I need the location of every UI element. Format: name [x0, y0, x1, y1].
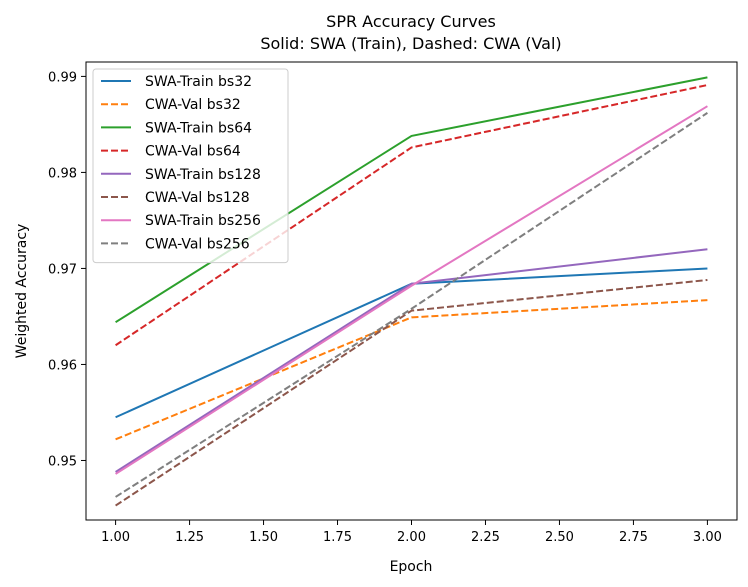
legend-label: CWA-Val bs128 — [145, 190, 250, 206]
legend-label: CWA-Val bs256 — [145, 236, 250, 252]
series-line-2 — [115, 299, 708, 441]
x-tick-label: 2.50 — [545, 530, 574, 545]
x-tick-label: 3.00 — [693, 530, 722, 545]
y-axis-label: Weighted Accuracy — [14, 224, 30, 359]
y-tick-label: 0.97 — [48, 262, 77, 277]
legend-box — [92, 68, 289, 264]
legend-label: SWA-Train bs256 — [145, 213, 261, 229]
y-tick-label: 0.99 — [48, 70, 77, 85]
series-line-7 — [115, 105, 708, 475]
plot-area: 1.00 1.25 1.50 1.75 2.00 2.25 2.50 2.75 3.00 0.95… — [48, 61, 738, 545]
legend-label: SWA-Train bs32 — [145, 74, 252, 90]
chart-title: SPR Accuracy Curves — [326, 12, 496, 31]
x-tick-label: 1.25 — [175, 530, 204, 545]
x-tick-label: 2.25 — [471, 530, 500, 545]
y-tick-label: 0.96 — [48, 358, 77, 373]
x-tick-label: 2.00 — [397, 530, 426, 545]
chart-subtitle: Solid: SWA (Train), Dashed: CWA (Val) — [260, 34, 561, 53]
series-line-8 — [115, 112, 708, 498]
series-line-6 — [115, 278, 708, 507]
x-axis-label: Epoch — [390, 559, 433, 575]
x-tick-label: 1.50 — [249, 530, 278, 545]
y-tick-label: 0.95 — [48, 454, 77, 469]
legend-label: SWA-Train bs128 — [145, 167, 261, 183]
legend-label: SWA-Train bs64 — [145, 120, 252, 136]
legend-label: CWA-Val bs32 — [145, 97, 241, 113]
y-tick-label: 0.98 — [48, 166, 77, 181]
series-line-4 — [115, 84, 708, 347]
legend-label: CWA-Val bs64 — [145, 144, 241, 160]
x-tick-label: 1.75 — [323, 530, 352, 545]
series-line-5 — [115, 248, 708, 473]
x-tick-label: 2.75 — [619, 530, 648, 545]
x-tick-label: 1.00 — [101, 530, 130, 545]
